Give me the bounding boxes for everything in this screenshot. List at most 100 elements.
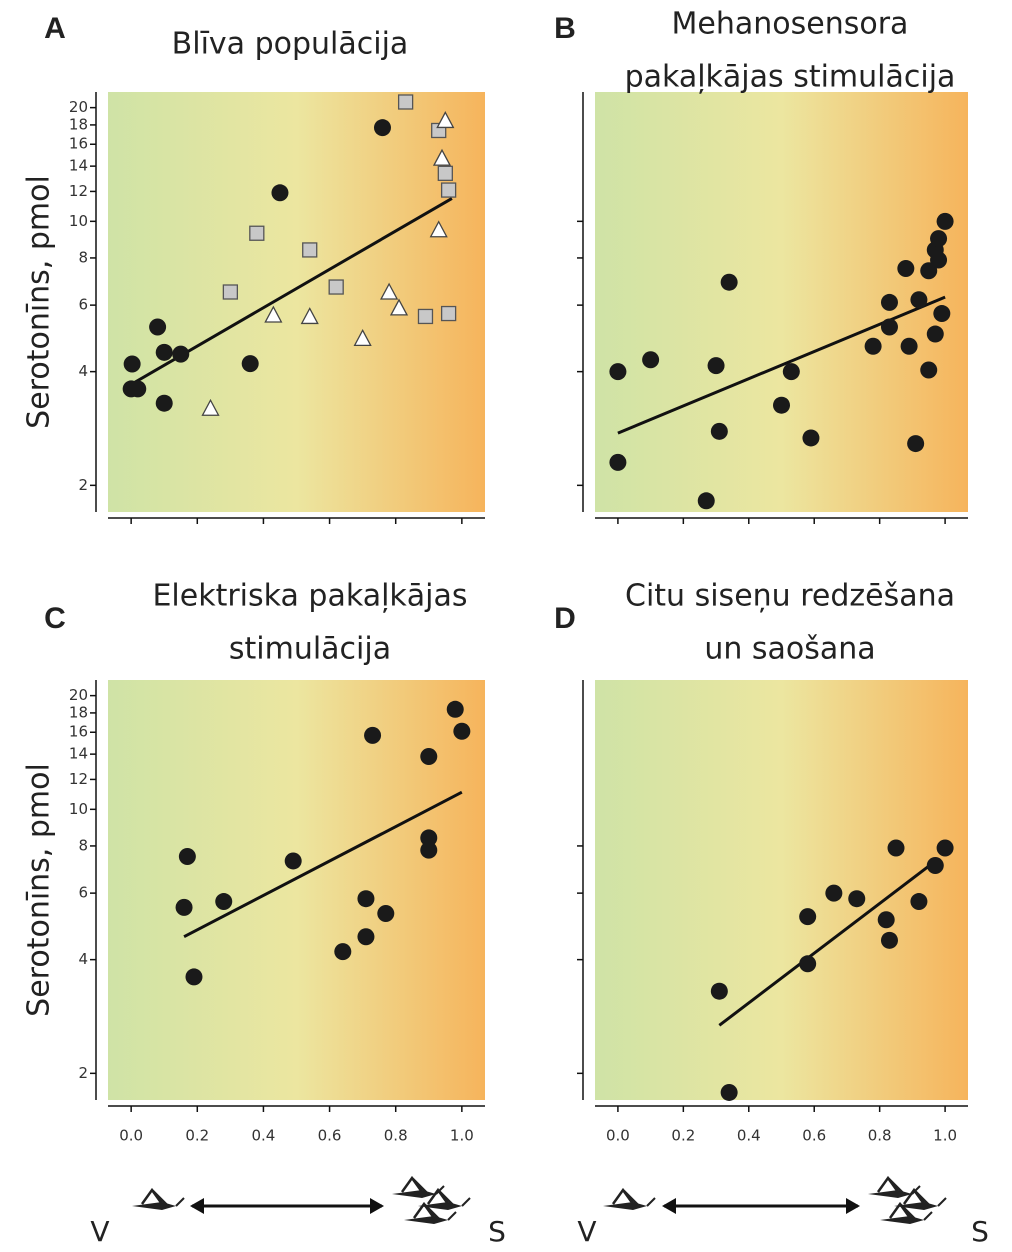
x-tick-label: 0.6 [802, 1127, 826, 1145]
point [920, 262, 938, 280]
plot-background [595, 680, 968, 1100]
x-tick-label: 0.0 [119, 1127, 143, 1145]
point [432, 148, 452, 166]
point [302, 242, 318, 258]
x-tick-label: 0.2 [671, 1127, 695, 1145]
y-tick-label: 4 [78, 362, 88, 380]
point [933, 305, 951, 323]
y-axis-label: Serotonīns, pmol [22, 763, 57, 1017]
point [178, 848, 196, 866]
y-tick-label: 2 [78, 1064, 88, 1082]
y-tick-label: 18 [69, 115, 88, 133]
point [357, 890, 375, 908]
y-tick-label: 18 [69, 703, 88, 721]
point [900, 337, 918, 355]
plot-background [595, 92, 968, 512]
point [440, 305, 457, 322]
point [353, 328, 372, 346]
point [420, 829, 438, 847]
y-tick-label: 10 [69, 800, 88, 818]
point [123, 355, 141, 373]
panel-title: un saošana [704, 632, 875, 667]
y-tick-label: 2 [78, 476, 88, 494]
point [380, 282, 399, 300]
point [271, 184, 289, 202]
y-tick-label: 8 [78, 836, 88, 854]
x-end-label: S [488, 1215, 506, 1248]
panel-title: pakaļkājas stimulācija [625, 60, 956, 95]
panel-label: C [44, 602, 66, 635]
panel: C Elektriska pakaļkājas stimulācija Seroton… [22, 579, 506, 1249]
point [897, 260, 915, 278]
point [300, 307, 319, 325]
point [920, 361, 938, 379]
x-tick-label: 0.8 [384, 1127, 408, 1145]
point [446, 700, 464, 718]
point [720, 273, 738, 291]
point [185, 968, 203, 986]
panel-title: stimulācija [229, 632, 391, 667]
point [848, 890, 866, 908]
panel-title: Blīva populācija [172, 27, 409, 62]
y-tick-label: 6 [78, 884, 88, 902]
point [440, 182, 457, 198]
point [697, 492, 715, 510]
point [720, 1083, 738, 1101]
point [429, 220, 448, 238]
panel-label: D [554, 602, 576, 635]
y-tick-label: 6 [78, 296, 88, 314]
x-tick-label: 0.6 [318, 1127, 342, 1145]
point [773, 396, 790, 414]
point [420, 841, 438, 859]
point [172, 345, 190, 363]
point [129, 380, 147, 398]
point [453, 722, 471, 740]
point [710, 982, 728, 1000]
point [825, 884, 843, 902]
point [926, 325, 944, 343]
point [907, 435, 925, 453]
point [249, 225, 265, 241]
point [880, 931, 898, 949]
y-tick-label: 4 [78, 950, 88, 968]
panel: A Blīva populācija Serotonīns, pmol 2 4 6 8 10 1… [22, 12, 485, 524]
point [334, 943, 352, 961]
plot-background [108, 680, 485, 1100]
y-tick-label: 16 [69, 135, 88, 153]
point [930, 230, 948, 248]
point [389, 298, 409, 316]
icons [130, 1176, 948, 1226]
point [609, 363, 627, 381]
y-tick-label: 14 [69, 745, 88, 763]
plot-background [108, 92, 485, 512]
point [155, 343, 173, 361]
y-tick-label: 20 [69, 98, 88, 116]
point [377, 904, 395, 922]
panel-title: Citu siseņu redzēšana [625, 579, 955, 614]
panel: D Citu siseņu redzēšana un saošana 0.0 0.2 0.… [554, 579, 989, 1249]
point [880, 318, 898, 336]
point [222, 284, 239, 300]
point [910, 893, 928, 911]
y-tick-label: 14 [69, 157, 88, 175]
point [155, 394, 173, 412]
x-end-label: V [577, 1215, 596, 1248]
point [880, 293, 898, 311]
panel-label: A [44, 12, 66, 45]
point [373, 119, 391, 137]
point [264, 305, 283, 323]
y-tick-label: 20 [69, 686, 88, 704]
point [364, 726, 382, 744]
panel-label: B [554, 12, 576, 45]
point [864, 337, 882, 355]
point [328, 279, 344, 295]
point [926, 857, 944, 875]
y-tick-label: 12 [69, 182, 88, 200]
point [357, 928, 375, 946]
point [799, 955, 817, 973]
point [782, 363, 800, 381]
x-tick-label: 0.2 [185, 1127, 209, 1145]
point [799, 908, 817, 926]
point [707, 357, 725, 375]
y-axis-label: Serotonīns, pmol [22, 175, 57, 429]
